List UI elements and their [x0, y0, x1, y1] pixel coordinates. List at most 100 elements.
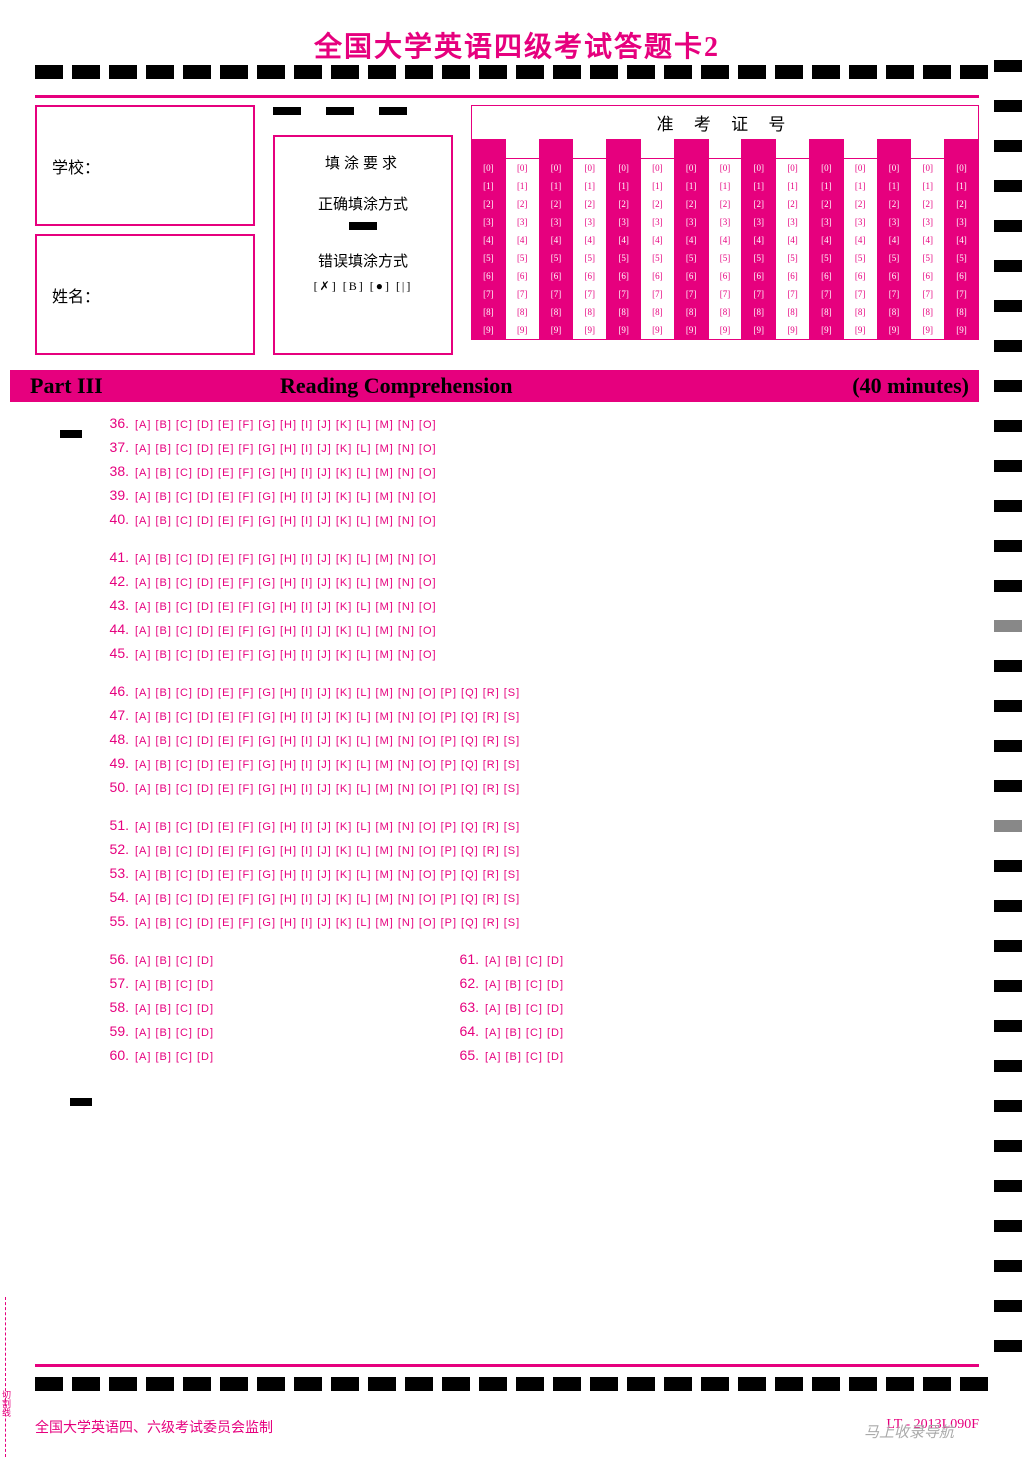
answer-bubble[interactable]: [J]	[317, 467, 332, 479]
exam-num-bubble[interactable]: [3]	[945, 213, 978, 231]
exam-num-bubble[interactable]: [0]	[810, 159, 843, 177]
answer-bubble[interactable]: [F]	[238, 783, 254, 795]
answer-bubble[interactable]: [N]	[398, 601, 415, 613]
answer-bubble[interactable]: [D]	[547, 1051, 564, 1063]
answer-bubble[interactable]: [G]	[258, 783, 276, 795]
answer-bubble[interactable]: [C]	[526, 979, 543, 991]
answer-bubble[interactable]: [D]	[197, 601, 214, 613]
exam-num-bubble[interactable]: [9]	[844, 321, 877, 339]
answer-bubble[interactable]: [F]	[238, 601, 254, 613]
exam-num-bubble[interactable]: [7]	[776, 285, 809, 303]
answer-bubble[interactable]: [F]	[238, 869, 254, 881]
exam-num-bubble[interactable]: [3]	[810, 213, 843, 231]
exam-num-bubble[interactable]: [3]	[540, 213, 573, 231]
exam-num-bubble[interactable]: [5]	[573, 249, 606, 267]
answer-bubble[interactable]: [A]	[135, 821, 151, 833]
answer-bubble[interactable]: [K]	[336, 649, 352, 661]
answer-bubble[interactable]: [D]	[197, 893, 214, 905]
answer-bubble[interactable]: [G]	[258, 893, 276, 905]
exam-num-write-cell[interactable]	[641, 139, 674, 159]
answer-bubble[interactable]: [E]	[218, 625, 234, 637]
answer-bubble[interactable]: [C]	[176, 419, 193, 431]
answer-bubble[interactable]: [A]	[135, 553, 151, 565]
answer-bubble[interactable]: [F]	[238, 515, 254, 527]
exam-num-bubble[interactable]: [2]	[776, 195, 809, 213]
answer-bubble[interactable]: [B]	[505, 1051, 521, 1063]
answer-bubble[interactable]: [K]	[336, 443, 352, 455]
answer-bubble[interactable]: [H]	[280, 783, 297, 795]
answer-bubble[interactable]: [B]	[155, 845, 171, 857]
answer-bubble[interactable]: [P]	[441, 869, 457, 881]
answer-bubble[interactable]: [A]	[135, 625, 151, 637]
answer-bubble[interactable]: [H]	[280, 419, 297, 431]
answer-bubble[interactable]: [H]	[280, 711, 297, 723]
answer-bubble[interactable]: [E]	[218, 601, 234, 613]
answer-bubble[interactable]: [D]	[197, 869, 214, 881]
exam-num-bubble[interactable]: [5]	[776, 249, 809, 267]
answer-bubble[interactable]: [K]	[336, 869, 352, 881]
answer-bubble[interactable]: [Q]	[461, 711, 479, 723]
answer-bubble[interactable]: [S]	[504, 845, 520, 857]
answer-bubble[interactable]: [R]	[483, 893, 500, 905]
exam-num-write-cell[interactable]	[573, 139, 606, 159]
exam-num-bubble[interactable]: [1]	[506, 177, 539, 195]
answer-bubble[interactable]: [C]	[176, 467, 193, 479]
exam-num-bubble[interactable]: [8]	[472, 303, 505, 321]
exam-num-bubble[interactable]: [5]	[540, 249, 573, 267]
answer-bubble[interactable]: [D]	[197, 577, 214, 589]
answer-bubble[interactable]: [A]	[135, 979, 151, 991]
answer-bubble[interactable]: [N]	[398, 625, 415, 637]
answer-bubble[interactable]: [S]	[504, 869, 520, 881]
exam-num-bubble[interactable]: [3]	[776, 213, 809, 231]
exam-num-bubble[interactable]: [2]	[878, 195, 911, 213]
answer-bubble[interactable]: [C]	[176, 687, 193, 699]
answer-bubble[interactable]: [N]	[398, 649, 415, 661]
answer-bubble[interactable]: [D]	[197, 1051, 214, 1063]
answer-bubble[interactable]: [J]	[317, 893, 332, 905]
answer-bubble[interactable]: [A]	[135, 601, 151, 613]
exam-num-bubble[interactable]: [0]	[878, 159, 911, 177]
answer-bubble[interactable]: [G]	[258, 759, 276, 771]
answer-bubble[interactable]: [N]	[398, 577, 415, 589]
exam-num-bubble[interactable]: [1]	[911, 177, 944, 195]
answer-bubble[interactable]: [E]	[218, 869, 234, 881]
answer-bubble[interactable]: [F]	[238, 467, 254, 479]
answer-bubble[interactable]: [K]	[336, 687, 352, 699]
answer-bubble[interactable]: [K]	[336, 783, 352, 795]
exam-num-bubble[interactable]: [2]	[709, 195, 742, 213]
answer-bubble[interactable]: [I]	[301, 759, 313, 771]
exam-num-bubble[interactable]: [9]	[506, 321, 539, 339]
answer-bubble[interactable]: [E]	[218, 917, 234, 929]
answer-bubble[interactable]: [B]	[155, 869, 171, 881]
exam-num-bubble[interactable]: [1]	[641, 177, 674, 195]
answer-bubble[interactable]: [I]	[301, 649, 313, 661]
answer-bubble[interactable]: [A]	[135, 467, 151, 479]
answer-bubble[interactable]: [I]	[301, 491, 313, 503]
answer-bubble[interactable]: [B]	[155, 1003, 171, 1015]
answer-bubble[interactable]: [L]	[356, 917, 371, 929]
answer-bubble[interactable]: [G]	[258, 711, 276, 723]
answer-bubble[interactable]: [A]	[135, 783, 151, 795]
answer-bubble[interactable]: [K]	[336, 515, 352, 527]
exam-num-bubble[interactable]: [4]	[675, 231, 708, 249]
exam-num-bubble[interactable]: [2]	[742, 195, 775, 213]
answer-bubble[interactable]: [Q]	[461, 893, 479, 905]
exam-num-write-cell[interactable]	[506, 139, 539, 159]
answer-bubble[interactable]: [C]	[176, 443, 193, 455]
answer-bubble[interactable]: [N]	[398, 821, 415, 833]
answer-bubble[interactable]: [O]	[419, 443, 437, 455]
exam-num-bubble[interactable]: [1]	[945, 177, 978, 195]
answer-bubble[interactable]: [P]	[441, 821, 457, 833]
answer-bubble[interactable]: [D]	[197, 979, 214, 991]
exam-num-bubble[interactable]: [4]	[945, 231, 978, 249]
exam-num-bubble[interactable]: [3]	[675, 213, 708, 231]
answer-bubble[interactable]: [Q]	[461, 869, 479, 881]
answer-bubble[interactable]: [K]	[336, 491, 352, 503]
answer-bubble[interactable]: [M]	[376, 735, 394, 747]
exam-num-bubble[interactable]: [1]	[573, 177, 606, 195]
exam-num-bubble[interactable]: [3]	[844, 213, 877, 231]
answer-bubble[interactable]: [M]	[376, 625, 394, 637]
exam-num-bubble[interactable]: [5]	[945, 249, 978, 267]
exam-num-bubble[interactable]: [8]	[641, 303, 674, 321]
answer-bubble[interactable]: [H]	[280, 869, 297, 881]
